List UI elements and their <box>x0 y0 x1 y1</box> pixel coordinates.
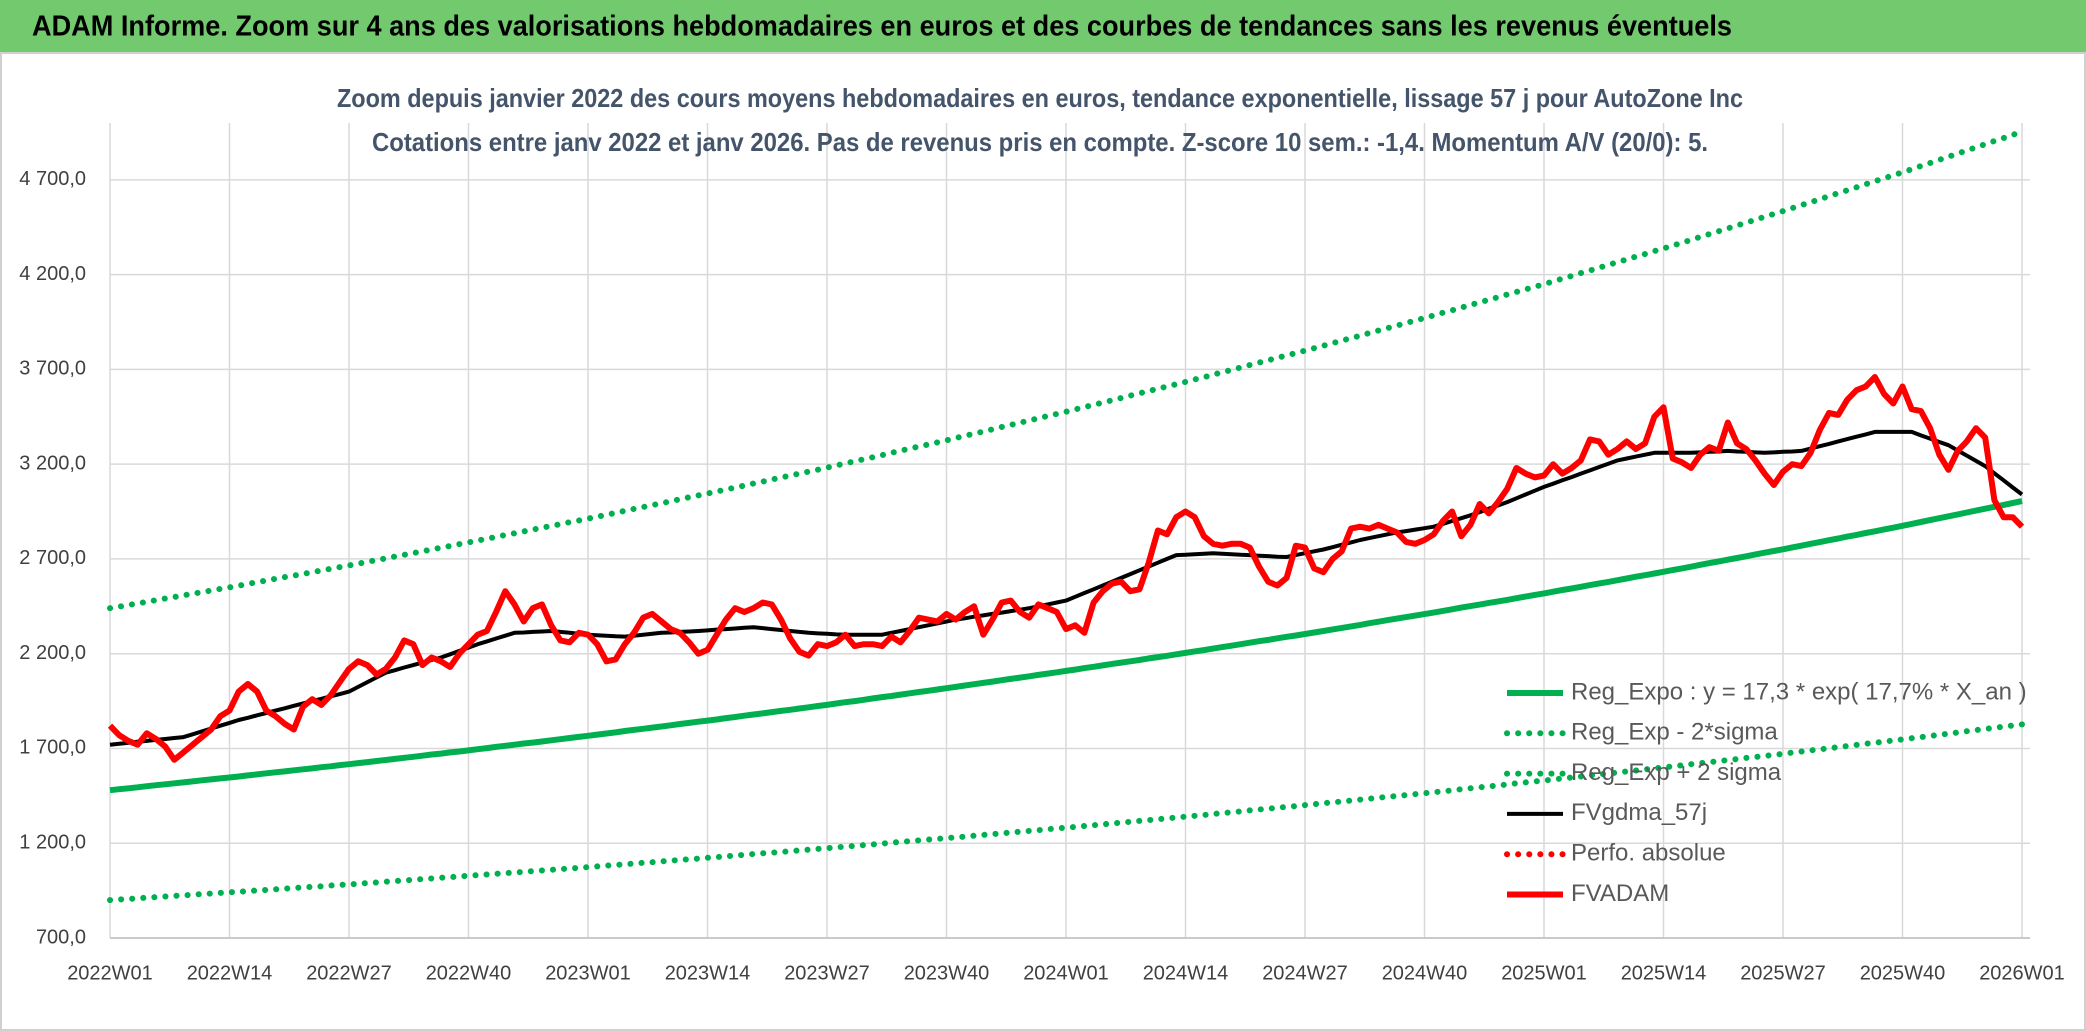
x-tick-label: 2022W14 <box>187 962 273 984</box>
banner <box>0 0 2086 52</box>
x-tick-label: 2024W40 <box>1382 962 1468 984</box>
y-tick-label: 3 200,0 <box>19 452 86 474</box>
legend-label: Perfo. absolue <box>1571 840 1726 867</box>
x-tick-label: 2022W27 <box>306 962 392 984</box>
page-title: ADAM Informe. Zoom sur 4 ans des valoris… <box>32 11 1732 43</box>
y-tick-label: 2 700,0 <box>19 547 86 569</box>
x-tick-label: 2023W40 <box>904 962 990 984</box>
x-tick-label: 2025W40 <box>1860 962 1946 984</box>
y-tick-label: 4 700,0 <box>19 168 86 190</box>
x-tick-label: 2025W27 <box>1740 962 1826 984</box>
y-tick-label: 4 200,0 <box>19 263 86 285</box>
y-tick-label: 2 200,0 <box>19 642 86 664</box>
series-line <box>107 374 2025 763</box>
y-tick-label: 700,0 <box>36 926 86 948</box>
x-tick-label: 2023W14 <box>665 962 751 984</box>
x-tick-label: 2022W01 <box>67 962 153 984</box>
legend-label: Reg_Exp - 2*sigma <box>1571 719 1778 746</box>
chart-subtitle: Cotations entre janv 2022 et janv 2026. … <box>372 127 1708 157</box>
y-tick-label: 3 700,0 <box>19 358 86 380</box>
legend-label: Reg_Exp + 2 sigma <box>1571 759 1782 786</box>
x-tick-label: 2024W27 <box>1262 962 1348 984</box>
legend-label: FVgdma_57j <box>1571 799 1707 826</box>
chart-frame <box>0 52 2086 1031</box>
x-tick-label: 2023W01 <box>545 962 631 984</box>
y-tick-label: 1 200,0 <box>19 832 86 854</box>
x-tick-label: 2023W27 <box>784 962 870 984</box>
x-tick-label: 2025W14 <box>1621 962 1707 984</box>
series-line <box>107 721 2025 904</box>
x-tick-label: 2022W40 <box>426 962 512 984</box>
series-line <box>109 498 2023 794</box>
series-line <box>107 128 2025 612</box>
legend-label: FVADAM <box>1571 880 1669 907</box>
x-tick-label: 2024W14 <box>1143 962 1229 984</box>
x-tick-label: 2024W01 <box>1023 962 1109 984</box>
chart-title: Zoom depuis janvier 2022 des cours moyen… <box>337 83 1743 113</box>
legend-label: Reg_Expo : y = 17,3 * exp( 17,7% * X_an … <box>1571 678 2027 705</box>
x-tick-label: 2025W01 <box>1501 962 1587 984</box>
x-tick-label: 2026W01 <box>1979 962 2065 984</box>
y-tick-label: 1 700,0 <box>19 737 86 759</box>
